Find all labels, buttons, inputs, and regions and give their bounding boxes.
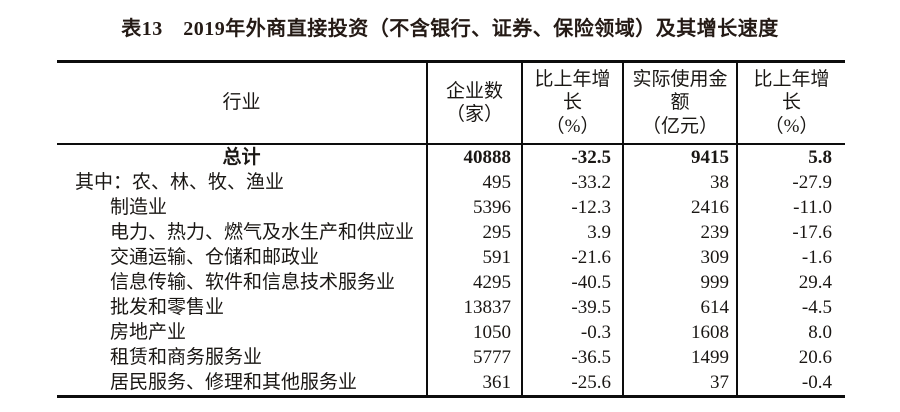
cell-growth-enterprises: 3.9 xyxy=(521,220,623,245)
cell-growth-amount: -27.9 xyxy=(736,170,845,195)
cell-enterprises: 495 xyxy=(426,170,522,195)
cell-amount: 239 xyxy=(622,220,737,245)
cell-amount: 2416 xyxy=(622,195,737,220)
cell-growth-enterprises: -0.3 xyxy=(521,320,623,345)
cell-growth-enterprises: -32.5 xyxy=(521,144,623,170)
cell-enterprises: 5777 xyxy=(426,345,522,370)
fdi-statistics-table: 行业 企业数 （家） 比上年增 长 （%） 实际使用金 额 （亿元） 比上年增 … xyxy=(57,60,845,398)
col-header-enterprise-count: 企业数 （家） xyxy=(426,61,522,145)
cell-amount: 1499 xyxy=(622,345,737,370)
cell-amount: 38 xyxy=(622,170,737,195)
table-row: 居民服务、修理和其他服务业 361 -25.6 37 -0.4 xyxy=(57,370,845,397)
cell-industry: 房地产业 xyxy=(110,322,187,343)
header-row: 行业 企业数 （家） 比上年增 长 （%） 实际使用金 额 （亿元） 比上年增 … xyxy=(57,61,845,145)
cell-growth-amount: -0.4 xyxy=(736,370,845,397)
cell-amount: 614 xyxy=(622,295,737,320)
table-row: 电力、热力、燃气及水生产和供应业 295 3.9 239 -17.6 xyxy=(57,220,845,245)
cell-growth-enterprises: -36.5 xyxy=(521,345,623,370)
cell-enterprises: 5396 xyxy=(426,195,522,220)
cell-growth-enterprises: -40.5 xyxy=(521,270,623,295)
table-header: 行业 企业数 （家） 比上年增 长 （%） 实际使用金 额 （亿元） 比上年增 … xyxy=(57,61,845,145)
cell-growth-amount: -1.6 xyxy=(736,245,845,270)
cell-enterprises: 13837 xyxy=(426,295,522,320)
table-body: 总计 40888 -32.5 9415 5.8 其中：农、林、牧、渔业 495 … xyxy=(57,144,845,397)
cell-industry: 交通运输、仓储和邮政业 xyxy=(110,247,320,268)
cell-enterprises: 361 xyxy=(426,370,522,397)
table-row: 租赁和商务服务业 5777 -36.5 1499 20.6 xyxy=(57,345,845,370)
cell-growth-amount: 29.4 xyxy=(736,270,845,295)
cell-industry: 其中：农、林、牧、渔业 xyxy=(75,172,285,193)
col-header-growth-amount: 比上年增 长 （%） xyxy=(736,61,845,145)
cell-growth-amount: 8.0 xyxy=(736,320,845,345)
cell-industry: 电力、热力、燃气及水生产和供应业 xyxy=(110,222,415,243)
cell-growth-enterprises: -25.6 xyxy=(521,370,623,397)
cell-growth-amount: 5.8 xyxy=(736,144,845,170)
table-row: 其中：农、林、牧、渔业 495 -33.2 38 -27.9 xyxy=(57,170,845,195)
cell-growth-enterprises: -39.5 xyxy=(521,295,623,320)
cell-growth-amount: -11.0 xyxy=(736,195,845,220)
cell-growth-enterprises: -12.3 xyxy=(521,195,623,220)
cell-industry: 制造业 xyxy=(110,197,168,218)
table-row: 批发和零售业 13837 -39.5 614 -4.5 xyxy=(57,295,845,320)
cell-enterprises: 591 xyxy=(426,245,522,270)
cell-amount: 9415 xyxy=(622,144,737,170)
col-header-growth-enterprises: 比上年增 长 （%） xyxy=(521,61,623,145)
cell-enterprises: 1050 xyxy=(426,320,522,345)
cell-growth-enterprises: -21.6 xyxy=(521,245,623,270)
table-title: 表13 2019年外商直接投资（不含银行、证券、保险领域）及其增长速度 xyxy=(121,18,779,40)
cell-growth-amount: -4.5 xyxy=(736,295,845,320)
cell-enterprises: 4295 xyxy=(426,270,522,295)
cell-enterprises: 40888 xyxy=(426,144,522,170)
table-row: 信息传输、软件和信息技术服务业 4295 -40.5 999 29.4 xyxy=(57,270,845,295)
table-row: 制造业 5396 -12.3 2416 -11.0 xyxy=(57,195,845,220)
cell-growth-amount: -17.6 xyxy=(736,220,845,245)
cell-amount: 1608 xyxy=(622,320,737,345)
cell-industry: 租赁和商务服务业 xyxy=(110,347,263,368)
table-row-total: 总计 40888 -32.5 9415 5.8 xyxy=(57,144,845,170)
cell-amount: 309 xyxy=(622,245,737,270)
cell-industry: 信息传输、软件和信息技术服务业 xyxy=(110,272,396,293)
cell-growth-amount: 20.6 xyxy=(736,345,845,370)
cell-industry: 批发和零售业 xyxy=(110,297,225,318)
cell-amount: 37 xyxy=(622,370,737,397)
col-header-amount-used: 实际使用金 额 （亿元） xyxy=(622,61,737,145)
cell-industry: 总计 xyxy=(222,147,261,168)
cell-industry: 居民服务、修理和其他服务业 xyxy=(110,372,358,393)
cell-growth-enterprises: -33.2 xyxy=(521,170,623,195)
table-row: 交通运输、仓储和邮政业 591 -21.6 309 -1.6 xyxy=(57,245,845,270)
cell-amount: 999 xyxy=(622,270,737,295)
col-header-industry: 行业 xyxy=(57,61,427,145)
table-row: 房地产业 1050 -0.3 1608 8.0 xyxy=(57,320,845,345)
cell-enterprises: 295 xyxy=(426,220,522,245)
